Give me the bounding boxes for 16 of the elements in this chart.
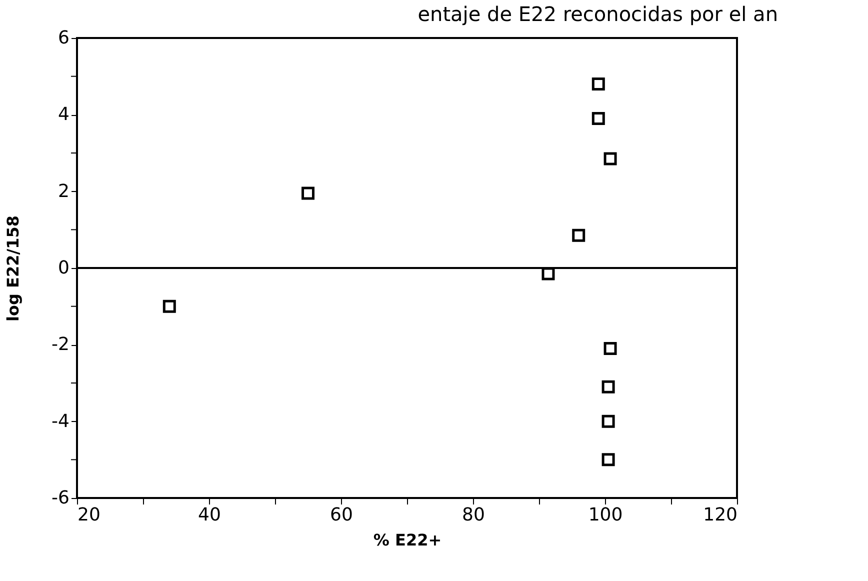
y-tick-label: 0: [58, 258, 70, 278]
x-tick-label: 100: [588, 504, 623, 526]
y-tick-label: 2: [58, 180, 70, 202]
x-tick-label: 60: [330, 504, 353, 526]
y-axis-title: log E22/158: [4, 216, 23, 322]
y-tick-label: -6: [52, 488, 70, 508]
y-tick-label: -2: [52, 334, 70, 356]
chart-title: entaje de E22 reconocidas por el an: [418, 2, 778, 26]
x-tick-label: 20: [78, 504, 100, 526]
x-tick-label: 120: [703, 504, 738, 526]
x-axis-title: % E22+: [373, 530, 442, 550]
y-tick-label: -4: [52, 410, 70, 432]
y-tick-label: 4: [58, 104, 70, 126]
x-tick-label: 40: [198, 504, 221, 526]
x-tick-label: 80: [462, 504, 485, 526]
y-tick-label: 6: [58, 28, 70, 48]
